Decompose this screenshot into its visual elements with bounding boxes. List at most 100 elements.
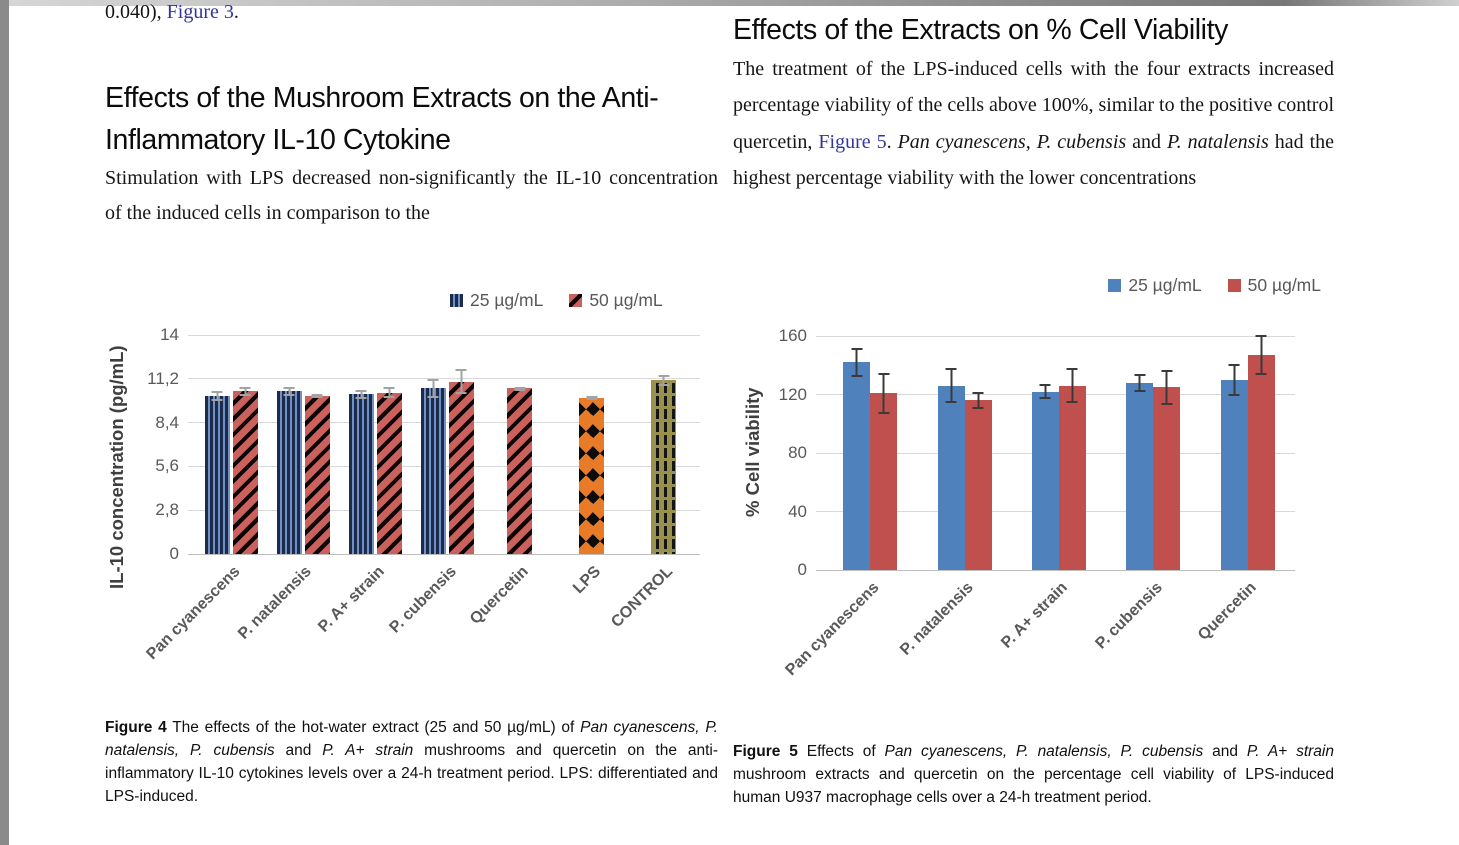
caption-text: mushroom extracts and quercetin on the p… (733, 766, 1334, 806)
category-slot (339, 335, 411, 554)
category-slot (195, 335, 267, 554)
species-italic: P. natalensis (1167, 130, 1269, 153)
category-slot (484, 335, 556, 554)
x-category-label-text: P. natalensis (896, 579, 977, 659)
species-italic: P. A+ strain (322, 742, 414, 759)
bar (376, 387, 402, 554)
error-bar (383, 387, 395, 399)
section-body-viability: The treatment of the LPS-induced cells w… (733, 51, 1334, 197)
bar (507, 386, 533, 554)
bar (1247, 334, 1275, 570)
caption-text: and (274, 742, 323, 759)
y-tick-label: 160 (778, 326, 807, 345)
x-category-label-text: CONTROL (607, 563, 676, 631)
page-edge-top (9, 0, 1459, 6)
bar (1220, 363, 1248, 570)
x-category-label-text: Quercetin (1194, 579, 1260, 644)
bar (420, 378, 446, 554)
error-bar (1134, 374, 1146, 392)
bar (1126, 374, 1154, 570)
x-category-label-text: P. A+ strain (314, 563, 388, 636)
legend-marker-25ug-icon (1108, 279, 1122, 292)
figure4-legend: 25 µg/mL 50 µg/mL (450, 290, 663, 311)
y-tick-label: 0 (169, 544, 179, 563)
gridline (188, 334, 700, 336)
figure4-caption-label: Figure 4 (105, 719, 167, 736)
category-slot (1106, 336, 1200, 570)
intro-text: 0.040), (105, 1, 167, 23)
category-slot (917, 336, 1011, 570)
legend-marker-25ug-icon (450, 294, 463, 307)
bar (1031, 384, 1059, 570)
legend-item-50ug: 50 µg/mL (1227, 275, 1321, 296)
species-italic: Pan cyanescens, P. cubensis (897, 130, 1127, 153)
figure5-link[interactable]: Figure 5 (818, 130, 887, 153)
figure5-caption-label: Figure 5 (733, 743, 798, 760)
legend-label-25ug: 25 µg/mL (470, 290, 544, 310)
bar (937, 368, 965, 570)
intro-text-end: . (233, 1, 239, 23)
error-bar (878, 372, 890, 414)
legend-label-50ug: 50 µg/mL (1247, 275, 1321, 295)
legend-label-50ug: 50 µg/mL (589, 290, 663, 310)
error-bar (1066, 368, 1078, 404)
y-tick-label: 8,4 (155, 412, 179, 432)
error-bar (514, 386, 526, 391)
error-bar (1039, 384, 1051, 399)
figure4-plot-area: 0 2,8 5,6 8,4 11,2 14 Pan cyanescens P. natalen… (143, 325, 700, 663)
gridline (816, 569, 1295, 571)
error-bar (851, 347, 863, 377)
bar (204, 391, 230, 554)
bar (651, 374, 677, 554)
legend-item-50ug: 50 µg/mL (569, 290, 663, 311)
figure5-plot-area: 0 40 80 120 160 Pan cyanescens P. natalensis P.… (779, 326, 1295, 679)
error-bar (1255, 334, 1267, 376)
page-edge-left (0, 0, 9, 845)
section-heading-viability: Effects of the Extracts on % Cell Viabil… (733, 14, 1228, 46)
x-category-label-text: Quercetin (466, 563, 532, 628)
legend-label-25ug: 25 µg/mL (1128, 275, 1202, 295)
figure4-y-axis-title: IL-10 concentration (pg/mL) (106, 345, 127, 589)
bar (964, 391, 992, 570)
y-tick-label: 40 (788, 501, 807, 521)
gridline (188, 378, 700, 380)
figure4-bar-chart: 25 µg/mL 50 µg/mL IL-10 concentration (p… (105, 285, 717, 720)
category-slot (823, 336, 917, 570)
species-italic: P. A+ strain (1246, 743, 1334, 760)
bar (579, 396, 605, 554)
error-bar (945, 368, 957, 404)
y-tick-label: 0 (797, 560, 807, 579)
category-slot (267, 335, 339, 554)
figure5-caption: Figure 5 Effects of Pan cyanescens, P. n… (733, 740, 1334, 809)
x-category-label-text: P. cubensis (1091, 579, 1166, 653)
x-category-label-text: LPS (569, 563, 604, 598)
y-tick-label: 14 (160, 325, 179, 344)
bar (870, 372, 898, 570)
x-category-label-text: Pan cyanescens (143, 563, 244, 664)
figure5-legend: 25 µg/mL 50 µg/mL (1108, 275, 1321, 296)
bar (348, 389, 374, 554)
error-bar (1228, 363, 1240, 396)
category-slot (1012, 336, 1106, 570)
legend-item-25ug: 25 µg/mL (450, 290, 543, 311)
body-text: The treatment of the LPS-induced cells w… (733, 58, 1334, 153)
bar (843, 347, 871, 570)
body-text: and (1126, 130, 1168, 153)
body-text: had the highest percentage viability wit… (733, 130, 1335, 190)
x-category-label-text: P. A+ strain (998, 579, 1072, 652)
figure3-link[interactable]: Figure 3 (166, 1, 234, 23)
category-slot (556, 335, 628, 554)
bar (448, 369, 474, 554)
x-category-label-text: P. cubensis (386, 563, 460, 637)
error-bar (658, 374, 670, 386)
figure5-bar-chart: 25 µg/mL 50 µg/mL % Cell viability 0 40 80… (733, 272, 1333, 722)
species-italic: Pan cyanescens, P. natalensis, P. cubens… (105, 719, 718, 759)
y-tick-label: 5,6 (155, 456, 179, 476)
legend-marker-50ug-icon (569, 294, 583, 307)
error-bar (427, 378, 439, 398)
gridline (188, 553, 700, 555)
y-tick-label: 2,8 (155, 500, 179, 520)
y-tick-label: 11,2 (147, 368, 179, 388)
error-bar (1161, 369, 1173, 405)
bar (276, 386, 302, 554)
